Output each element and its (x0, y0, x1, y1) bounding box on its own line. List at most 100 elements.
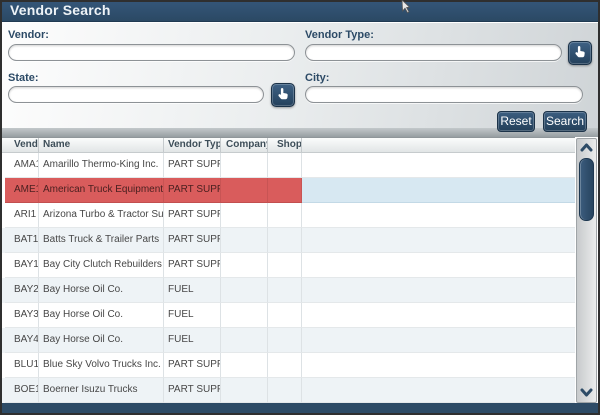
cell-vendor-type: PART SUPPLY (164, 378, 221, 403)
cell-name: Blue Sky Volvo Trucks Inc. (39, 353, 164, 378)
cell-shop (268, 278, 302, 303)
cell-filler (302, 153, 575, 178)
cell-vendor: AME1 (5, 178, 39, 203)
cell-vendor: AMA1 (5, 153, 39, 178)
cell-name: Bay Horse Oil Co. (39, 278, 164, 303)
column-header-name[interactable]: Name (39, 138, 164, 152)
cell-vendor-type: FUEL (164, 303, 221, 328)
cell-filler (302, 303, 575, 328)
cell-shop (268, 203, 302, 228)
cell-vendor-type: PART SUPPLY (164, 203, 221, 228)
table-row[interactable]: BAT1 Batts Truck & Trailer Parts PART SU… (2, 228, 575, 253)
table-row[interactable]: AME1 American Truck Equipment PART SUPPL… (2, 178, 575, 203)
chevron-up-icon (580, 139, 593, 157)
cell-filler (302, 278, 575, 303)
cell-company (221, 178, 268, 203)
search-button[interactable]: Search (543, 111, 587, 132)
vendor-input[interactable] (8, 44, 295, 61)
vendor-type-picker-button[interactable] (568, 41, 592, 65)
cell-filler (302, 253, 575, 278)
cell-vendor: BAY1 (5, 253, 39, 278)
cell-filler (302, 228, 575, 253)
cell-filler (302, 328, 575, 353)
cell-vendor-type: FUEL (164, 278, 221, 303)
cell-vendor-type: PART SUPPLY (164, 178, 221, 203)
column-header-vendor[interactable]: Vendor (5, 138, 39, 152)
table-row[interactable]: BOE1 Boerner Isuzu Trucks PART SUPPLY (2, 378, 575, 403)
state-label: State: (8, 72, 39, 84)
cell-vendor-type: PART SUPPLY (164, 228, 221, 253)
cell-company (221, 378, 268, 403)
cell-company (221, 203, 268, 228)
scroll-up-button[interactable] (577, 141, 596, 155)
cell-company (221, 153, 268, 178)
cell-shop (268, 328, 302, 353)
cell-company (221, 278, 268, 303)
table-row[interactable]: BAY2 Bay Horse Oil Co. FUEL (2, 278, 575, 303)
city-input[interactable] (305, 86, 583, 103)
column-header-company[interactable]: Company (221, 138, 268, 152)
cell-shop (268, 153, 302, 178)
state-input[interactable] (8, 86, 264, 103)
cell-company (221, 228, 268, 253)
table-header: Vendor Name Vendor Type Company Shop (2, 137, 575, 153)
window-title: Vendor Search (10, 2, 111, 18)
column-header-vendor-type[interactable]: Vendor Type (164, 138, 221, 152)
cell-name: Bay Horse Oil Co. (39, 328, 164, 353)
state-picker-button[interactable] (271, 83, 295, 107)
cell-vendor: BLU1 (5, 353, 39, 378)
cell-name: Bay Horse Oil Co. (39, 303, 164, 328)
cell-vendor: ARI1 (5, 203, 39, 228)
vendor-type-input[interactable] (305, 44, 562, 61)
cell-name: Bay City Clutch Rebuilders Inc. (39, 253, 164, 278)
cell-vendor-type: PART SUPPLY (164, 153, 221, 178)
cell-shop (268, 303, 302, 328)
scroll-down-button[interactable] (577, 386, 596, 400)
reset-button[interactable]: Reset (497, 111, 535, 132)
cell-vendor: BAY2 (5, 278, 39, 303)
column-header-shop[interactable]: Shop (268, 138, 302, 152)
cell-name: Boerner Isuzu Trucks (39, 378, 164, 403)
vendor-type-label: Vendor Type: (305, 29, 374, 41)
cell-company (221, 303, 268, 328)
cell-company (221, 353, 268, 378)
cell-company (221, 253, 268, 278)
cell-shop (268, 378, 302, 403)
hand-pointer-icon (573, 45, 587, 62)
table-row[interactable]: BLU1 Blue Sky Volvo Trucks Inc. PART SUP… (2, 353, 575, 378)
table-row[interactable]: BAY3 Bay Horse Oil Co. FUEL (2, 303, 575, 328)
cell-name: American Truck Equipment (39, 178, 164, 203)
table-row[interactable]: ARI1 Arizona Turbo & Tractor Supply Inc.… (2, 203, 575, 228)
scrollbar-thumb[interactable] (579, 158, 594, 221)
cell-vendor-type: FUEL (164, 328, 221, 353)
city-label: City: (305, 72, 329, 84)
column-header-filler (302, 138, 575, 152)
vendor-label: Vendor: (8, 29, 49, 41)
cell-filler (302, 203, 575, 228)
cell-vendor: BAT1 (5, 228, 39, 253)
cell-shop (268, 228, 302, 253)
cell-shop (268, 178, 302, 203)
cell-vendor-type: PART SUPPLY (164, 353, 221, 378)
cell-filler (302, 353, 575, 378)
table-row[interactable]: BAY4 Bay Horse Oil Co. FUEL (2, 328, 575, 353)
cell-company (221, 328, 268, 353)
cell-vendor-type: PART SUPPLY (164, 253, 221, 278)
cell-name: Amarillo Thermo-King Inc. (39, 153, 164, 178)
cell-name: Arizona Turbo & Tractor Supply Inc. (39, 203, 164, 228)
cell-filler (302, 178, 575, 203)
cell-vendor: BOE1 (5, 378, 39, 403)
table-body: AMA1 Amarillo Thermo-King Inc. PART SUPP… (2, 153, 575, 403)
cell-name: Batts Truck & Trailer Parts (39, 228, 164, 253)
chevron-down-icon (580, 384, 593, 402)
cell-filler (302, 378, 575, 403)
bottom-status-bar (0, 403, 600, 415)
vendor-search-window: Vendor Search Vendor: Vendor Type: State… (0, 0, 600, 415)
cell-vendor: BAY3 (5, 303, 39, 328)
table-row[interactable]: AMA1 Amarillo Thermo-King Inc. PART SUPP… (2, 153, 575, 178)
vertical-scrollbar[interactable] (576, 138, 597, 403)
cell-shop (268, 253, 302, 278)
title-bar: Vendor Search (0, 0, 600, 22)
cell-shop (268, 353, 302, 378)
table-row[interactable]: BAY1 Bay City Clutch Rebuilders Inc. PAR… (2, 253, 575, 278)
